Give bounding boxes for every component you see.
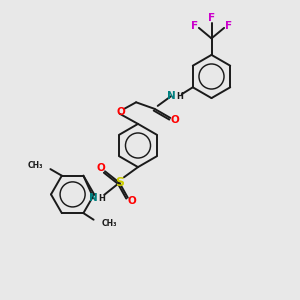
Text: O: O [116, 107, 125, 117]
Text: CH₃: CH₃ [102, 219, 118, 228]
Text: O: O [170, 115, 179, 125]
Text: N: N [167, 91, 175, 101]
Text: O: O [96, 163, 105, 173]
Text: F: F [225, 21, 232, 31]
Text: H: H [176, 92, 183, 101]
Text: H: H [99, 194, 105, 203]
Text: N: N [89, 193, 98, 203]
Text: CH₃: CH₃ [28, 161, 43, 170]
Text: F: F [208, 13, 215, 23]
Text: F: F [191, 21, 198, 31]
Text: S: S [115, 176, 124, 189]
Text: O: O [128, 196, 136, 206]
